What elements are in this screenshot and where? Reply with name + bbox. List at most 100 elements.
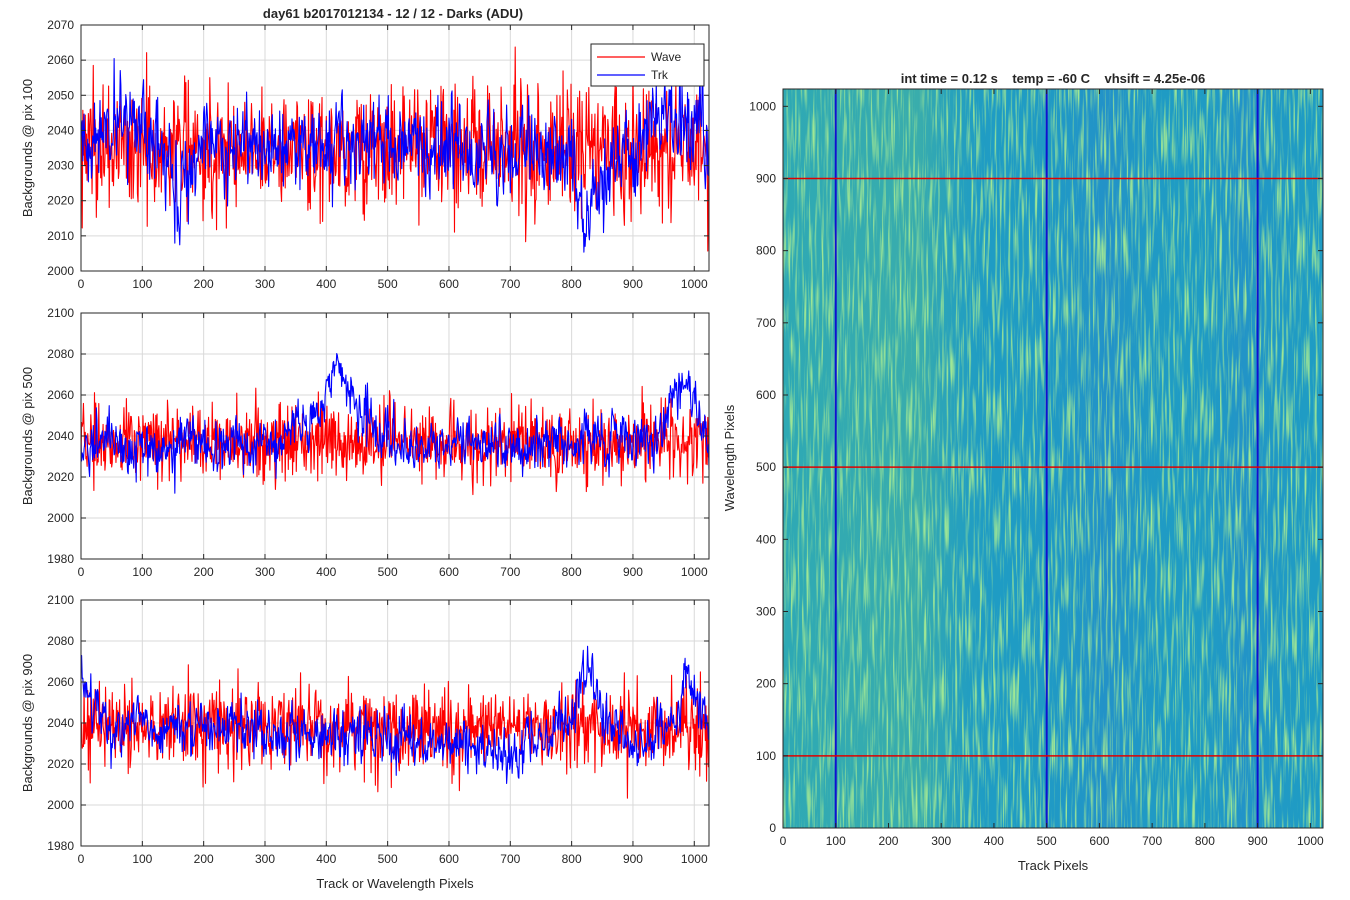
ylabel-pix-900: Backgrounds @ pix 900 [20, 654, 35, 792]
panel-pix-100: 0 100 200 300 400 500 600 700 800 900 1000 2000 2010… [20, 18, 710, 291]
image-ylabel: Wavelength Pixels [722, 404, 737, 511]
y-tick-label: 100 [756, 749, 776, 763]
x-tick-label: 200 [194, 277, 214, 291]
image-xlabel: Track Pixels [1018, 858, 1089, 873]
y-tick-label: 2060 [47, 388, 74, 402]
panel-image: int time = 0.12 s temp = -60 C vhsift = … [722, 71, 1324, 873]
legend-box [590, 43, 705, 87]
y-tick-label: 2010 [47, 229, 74, 243]
x-tick-label: 600 [439, 852, 459, 866]
y-tick-label: 2070 [47, 18, 74, 32]
x-tick-label: 300 [931, 834, 951, 848]
x-tick-label: 300 [255, 277, 275, 291]
y-tick-label: 300 [756, 604, 776, 618]
y-tick-label: 2050 [47, 88, 74, 102]
y-tick-label: 800 [756, 244, 776, 258]
y-tick-label: 1000 [749, 99, 776, 113]
y-tick-label: 900 [756, 171, 776, 185]
y-tick-label: 2020 [47, 470, 74, 484]
y-tick-label: 2040 [47, 123, 74, 137]
series-line-trk [81, 645, 709, 785]
y-tick-label: 2000 [47, 798, 74, 812]
y-tick-label: 1980 [47, 839, 74, 853]
series-pix-900 [81, 645, 709, 799]
x-tick-label: 900 [623, 565, 643, 579]
y-tick-label: 700 [756, 316, 776, 330]
panel-pix-500: 0 100 200 300 400 500 600 700 800 900 1000 1980 2000… [20, 306, 710, 579]
y-tick-label: 2080 [47, 634, 74, 648]
y-tick-label: 500 [756, 460, 776, 474]
x-tick-label: 700 [1142, 834, 1162, 848]
ticks-pix-100: 0 100 200 300 400 500 600 700 800 900 1000 2000 2010… [47, 18, 709, 291]
x-tick-label: 0 [78, 565, 85, 579]
y-tick-label: 2000 [47, 264, 74, 278]
y-tick-label: 200 [756, 677, 776, 691]
series-line-wave [81, 664, 709, 799]
x-tick-label: 100 [132, 277, 152, 291]
ylabel-pix-100: Backgrounds @ pix 100 [20, 79, 35, 217]
x-tick-label: 900 [623, 852, 643, 866]
x-tick-label: 400 [316, 852, 336, 866]
series-line-trk [81, 58, 709, 253]
series-pix-100 [81, 46, 709, 253]
x-tick-label: 500 [1037, 834, 1057, 848]
y-tick-label: 400 [756, 532, 776, 546]
ylabel-pix-500: Backgrounds @ pix 500 [20, 367, 35, 505]
x-tick-label: 100 [826, 834, 846, 848]
y-tick-label: 2020 [47, 194, 74, 208]
axes-frame-pix-100 [80, 24, 710, 272]
x-tick-label: 200 [194, 852, 214, 866]
x-tick-label: 900 [623, 277, 643, 291]
x-tick-label: 0 [78, 277, 85, 291]
y-tick-label: 2030 [47, 159, 74, 173]
legend-wave-label: Wave [651, 50, 682, 64]
heatmap-marker-lines [783, 89, 1323, 828]
y-tick-label: 2040 [47, 716, 74, 730]
x-tick-label: 900 [1248, 834, 1268, 848]
figure-title: day61 b2017012134 - 12 / 12 - Darks (ADU… [263, 6, 523, 21]
y-tick-label: 2080 [47, 347, 74, 361]
x-tick-label: 300 [255, 852, 275, 866]
x-tick-label: 100 [132, 565, 152, 579]
y-tick-label: 1980 [47, 552, 74, 566]
x-tick-label: 700 [500, 852, 520, 866]
image-title: int time = 0.12 s temp = -60 C vhsift = … [901, 71, 1206, 86]
y-tick-label: 2060 [47, 675, 74, 689]
y-tick-label: 2060 [47, 53, 74, 67]
x-tick-label: 1000 [1297, 834, 1324, 848]
legend: Wave Trk [590, 43, 705, 87]
x-tick-label: 800 [562, 277, 582, 291]
x-tick-label: 1000 [681, 277, 708, 291]
x-tick-label: 200 [194, 565, 214, 579]
series-pix-500 [81, 352, 709, 496]
x-tick-label: 100 [132, 852, 152, 866]
x-tick-label: 600 [1089, 834, 1109, 848]
x-tick-label: 600 [439, 277, 459, 291]
x-tick-label: 800 [562, 852, 582, 866]
x-tick-label: 0 [780, 834, 787, 848]
x-tick-label: 400 [984, 834, 1004, 848]
x-tick-label: 600 [439, 565, 459, 579]
legend-trk-label: Trk [651, 68, 669, 82]
x-tick-label: 500 [378, 852, 398, 866]
x-tick-label: 400 [316, 277, 336, 291]
x-tick-label: 800 [562, 565, 582, 579]
x-tick-label: 500 [378, 565, 398, 579]
y-tick-label: 2100 [47, 306, 74, 320]
y-tick-label: 2100 [47, 593, 74, 607]
x-tick-label: 800 [1195, 834, 1215, 848]
image-axes-frame [782, 88, 1324, 829]
y-tick-label: 2020 [47, 757, 74, 771]
x-tick-label: 1000 [681, 852, 708, 866]
series-line-trk [81, 352, 709, 494]
y-tick-label: 0 [769, 821, 776, 835]
x-tick-label: 1000 [681, 565, 708, 579]
x-tick-label: 700 [500, 565, 520, 579]
heatmap-streaks [783, 89, 1323, 828]
x-tick-label: 700 [500, 277, 520, 291]
heatmap [783, 89, 1323, 828]
ticks-image: 0 100 200 300 400 500 600 700 800 900 1000 0 100 200 3… [749, 89, 1324, 848]
y-tick-label: 2040 [47, 429, 74, 443]
x-tick-label: 0 [78, 852, 85, 866]
